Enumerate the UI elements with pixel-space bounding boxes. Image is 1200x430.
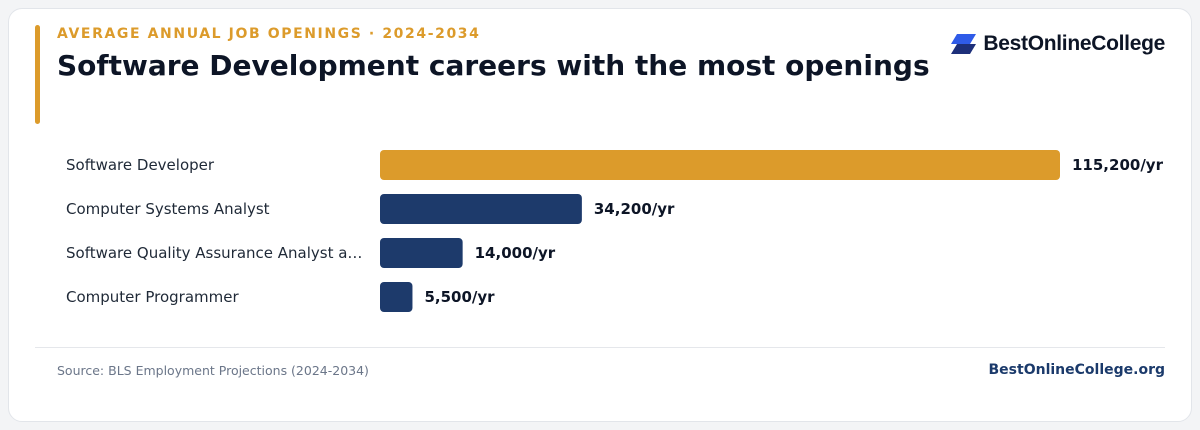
bar[interactable] (380, 282, 413, 312)
footer-divider (35, 347, 1165, 348)
category-label: Computer Systems Analyst (66, 200, 270, 218)
eyebrow-label: AVERAGE ANNUAL JOB OPENINGS · 2024-2034 (57, 26, 481, 42)
bar[interactable] (380, 150, 1060, 180)
brand-logo[interactable]: BestOnlineCollege (951, 32, 1165, 56)
value-label: 115,200/yr (1072, 156, 1164, 174)
stacked-parallelogram-logo-icon (951, 34, 977, 54)
category-label: Software Quality Assurance Analyst a… (66, 244, 362, 262)
brand-name: BestOnlineCollege (983, 32, 1165, 55)
source-note: Source: BLS Employment Projections (2024… (57, 363, 369, 378)
accent-bar (35, 25, 40, 124)
value-label: 5,500/yr (424, 288, 495, 306)
category-label: Software Developer (66, 156, 215, 174)
chart-title: Software Development careers with the mo… (57, 49, 930, 82)
category-label: Computer Programmer (66, 288, 239, 306)
chart-card (8, 8, 1192, 422)
value-label: 14,000/yr (475, 244, 556, 262)
bar[interactable] (380, 194, 582, 224)
bar[interactable] (380, 238, 463, 268)
site-link[interactable]: BestOnlineCollege.org (988, 362, 1165, 378)
value-label: 34,200/yr (594, 200, 675, 218)
